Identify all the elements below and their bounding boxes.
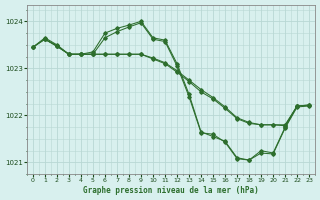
X-axis label: Graphe pression niveau de la mer (hPa): Graphe pression niveau de la mer (hPa) (83, 186, 259, 195)
